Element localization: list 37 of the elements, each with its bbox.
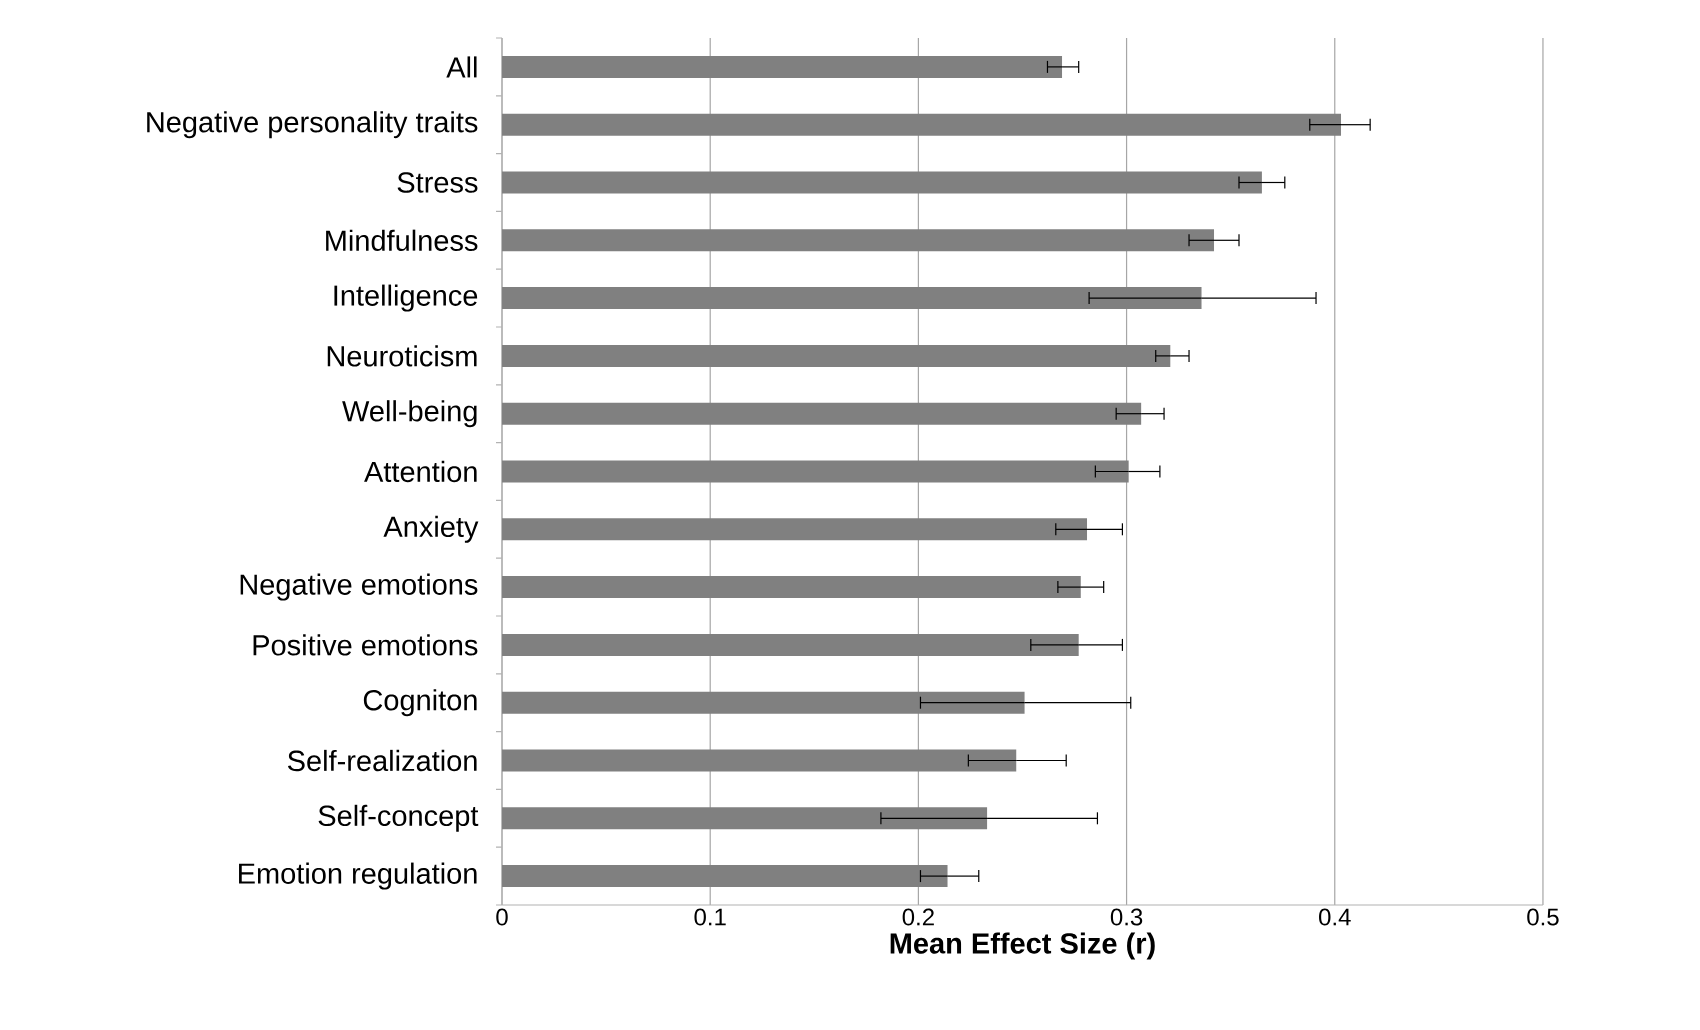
x-tick-label: 0.4	[1319, 908, 1351, 926]
y-tick-label: Stress	[397, 172, 478, 193]
bar	[502, 865, 948, 888]
x-tick-label: 0	[496, 908, 508, 926]
bar	[502, 518, 1088, 541]
bar	[502, 287, 1202, 310]
y-tick-label: Neuroticism	[327, 345, 477, 367]
y-tick-label: Cogniton	[363, 689, 477, 717]
y-tick-label: Self-realization	[287, 749, 477, 772]
bar	[502, 691, 1025, 714]
y-tick-label: Intelligence	[334, 284, 478, 312]
bar	[502, 633, 1079, 656]
x-tick-label: 0.3	[1110, 908, 1143, 926]
x-tick-label: 0.1	[694, 908, 726, 926]
x-tick-label: 0.5	[1527, 908, 1559, 926]
x-axis-title: Mean Effect Size (r)	[890, 932, 1155, 960]
y-tick-label: Negative personality traits	[147, 111, 478, 139]
bar	[502, 749, 1017, 772]
y-tick-label: Well-being	[342, 400, 477, 428]
y-tick-label: Attention	[364, 460, 477, 483]
bar	[502, 229, 1215, 252]
bar	[502, 55, 1063, 78]
bar	[502, 576, 1081, 599]
x-tick-label: 0.2	[902, 908, 934, 926]
y-tick-label: All	[446, 56, 477, 78]
bar	[502, 460, 1129, 483]
y-tick-label: Self-concept	[318, 804, 479, 832]
bar	[502, 113, 1342, 136]
bar	[502, 807, 988, 830]
bar	[502, 344, 1171, 367]
bar	[502, 402, 1142, 425]
y-tick-label: Anxiety	[383, 515, 479, 543]
y-tick-label: Negative emotions	[240, 573, 478, 601]
y-tick-label: Mindfulness	[326, 229, 478, 251]
bar	[502, 171, 1262, 194]
y-tick-label: Positive emotions	[253, 634, 478, 656]
y-tick-label: Emotion regulation	[239, 862, 477, 890]
